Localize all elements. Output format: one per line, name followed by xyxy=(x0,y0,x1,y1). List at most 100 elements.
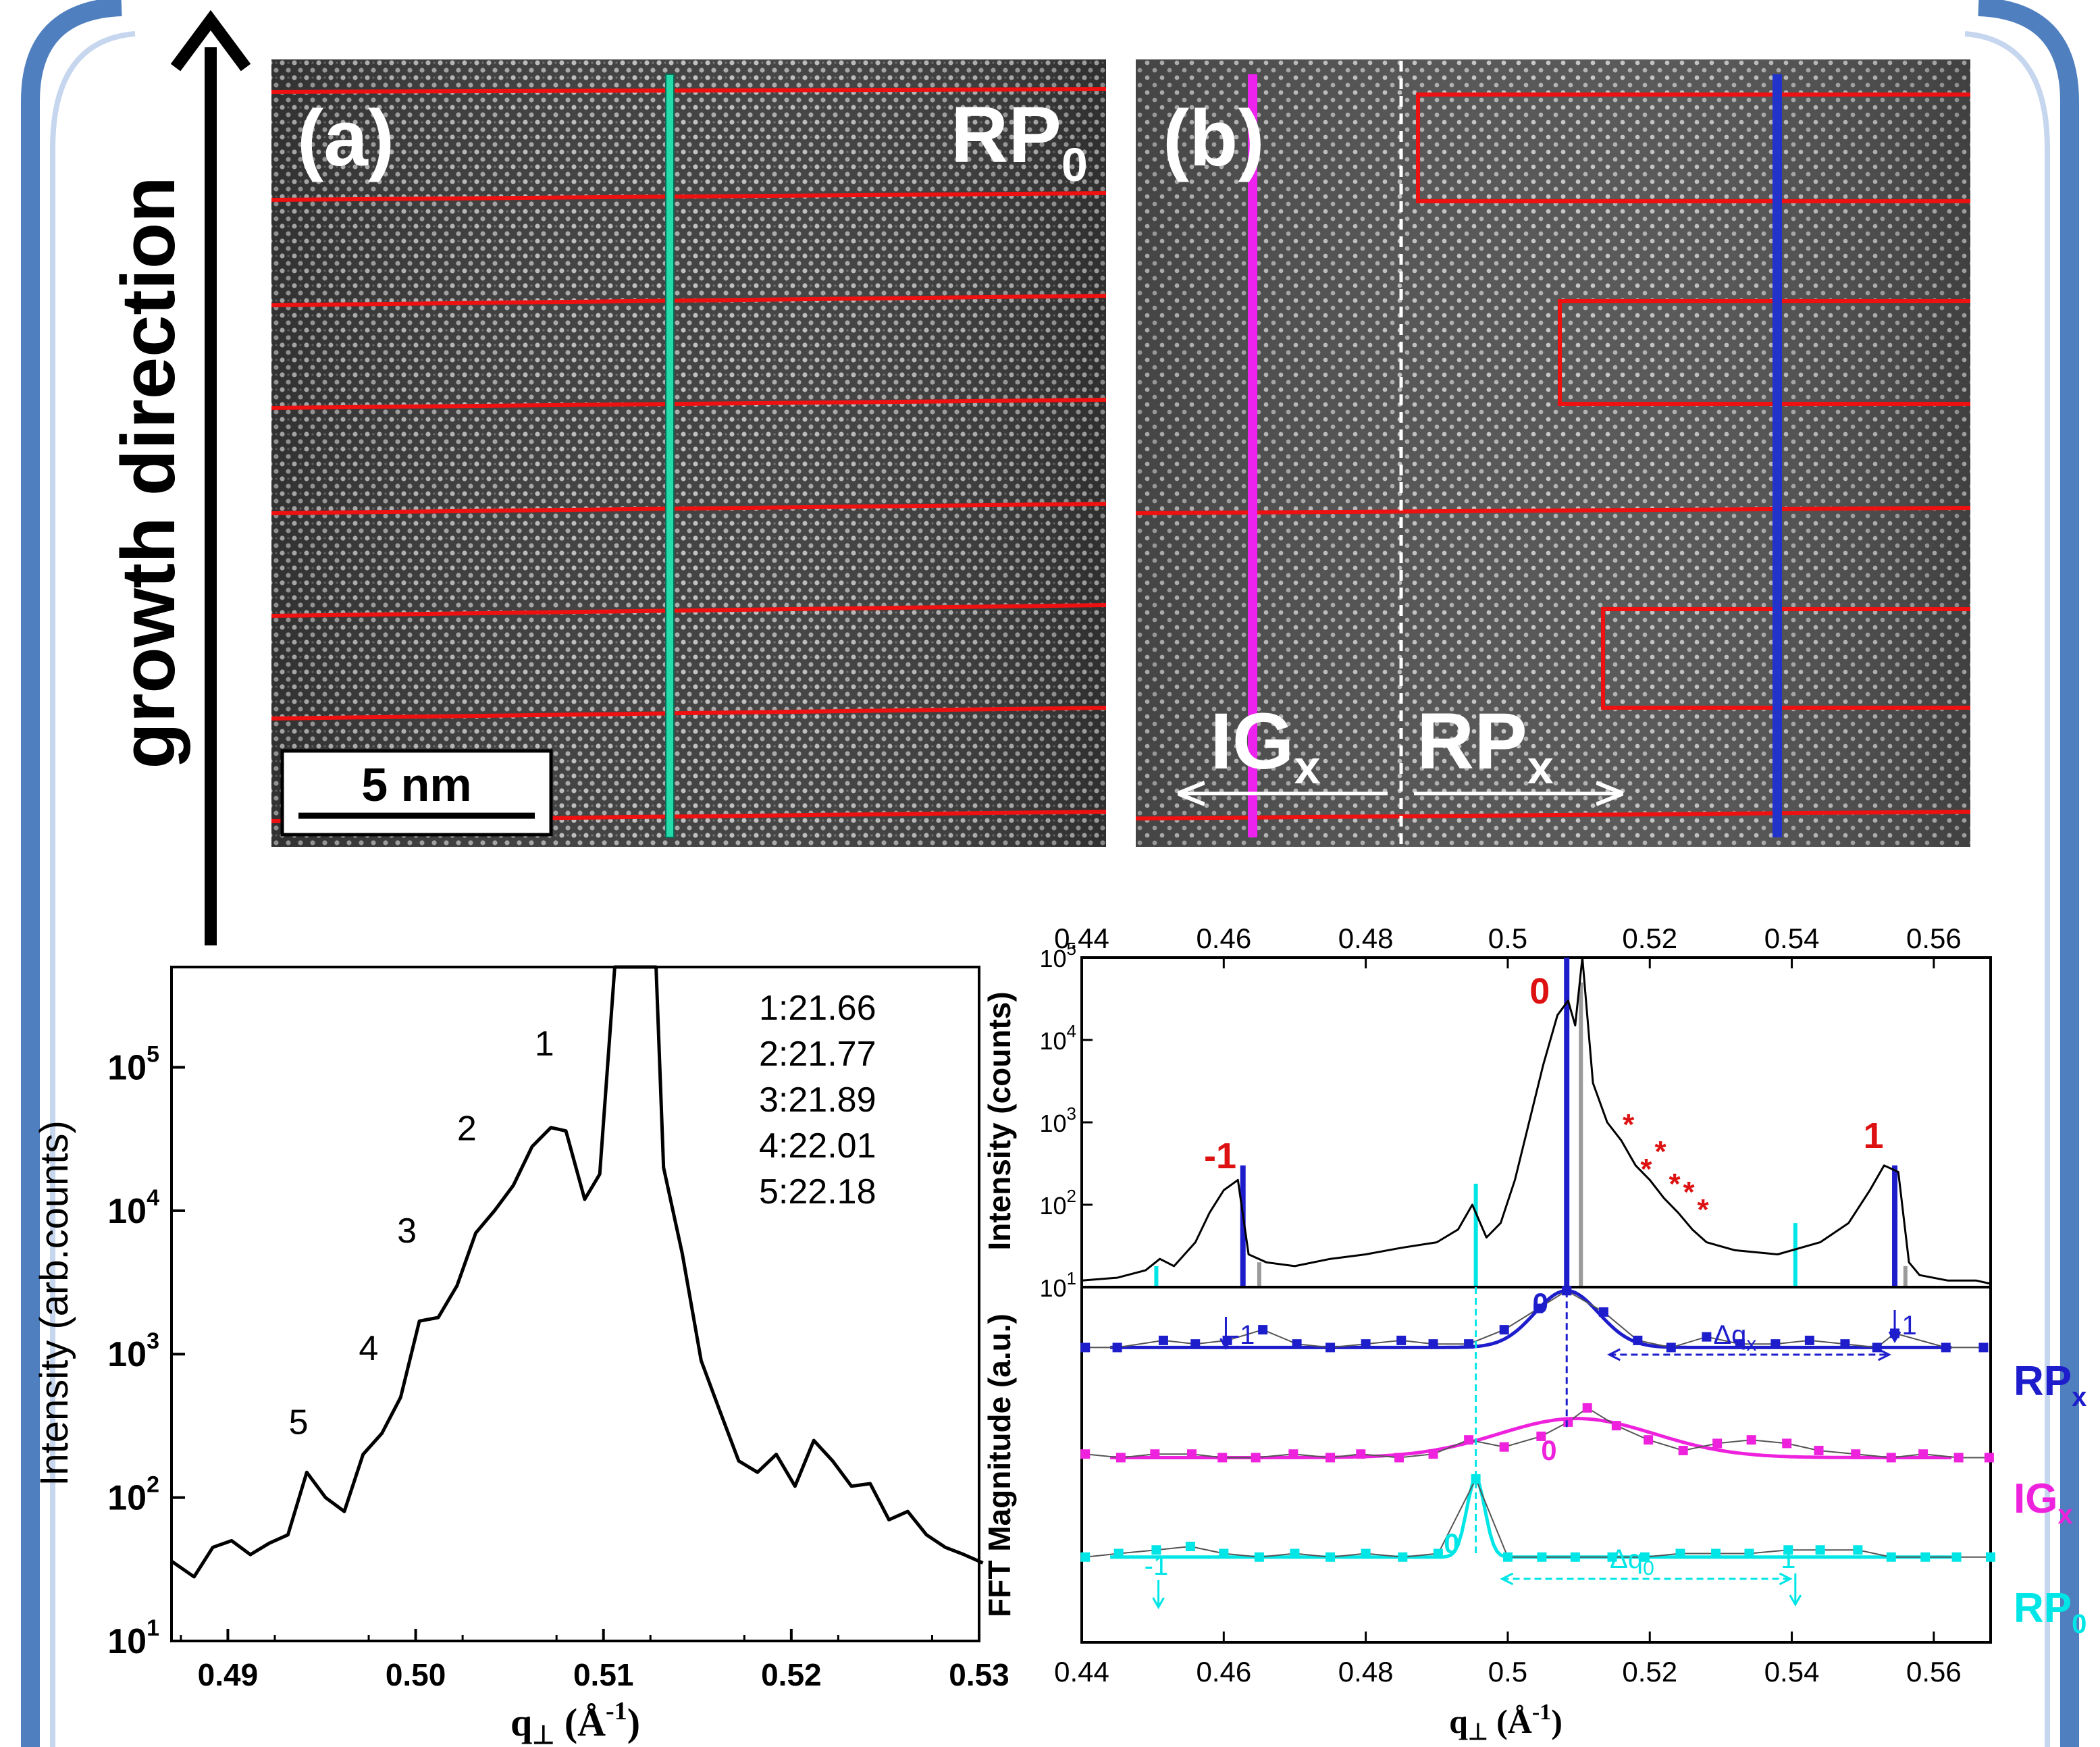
legend-entry-1: 1:21.66 xyxy=(759,989,876,1028)
xrd-superlattice-star: * xyxy=(1698,1193,1710,1226)
fft-data-point xyxy=(1499,1442,1509,1452)
fft-data-point xyxy=(1361,1339,1371,1349)
panel-a-phase: RP0 xyxy=(951,90,1088,191)
fft-data-point xyxy=(1744,1548,1754,1559)
delta-q0-label: Δq0 xyxy=(1610,1544,1654,1580)
fft-data-point xyxy=(1428,1339,1438,1349)
delta-qx-arrow-head xyxy=(1606,1348,1621,1361)
legend-entry-5: 5:22.18 xyxy=(759,1172,876,1211)
fft-x-tick-label: 0.46 xyxy=(1196,1656,1251,1688)
xrd-detail-y-tick-label: 103 xyxy=(107,1328,159,1374)
fft-data-point xyxy=(1394,1453,1405,1463)
fft-data-point xyxy=(1886,1453,1896,1463)
fft-data-point xyxy=(1814,1445,1824,1455)
panel-b-ig-profile-line xyxy=(1248,74,1257,837)
fft-data-point xyxy=(1712,1438,1723,1449)
xrd-detail-y-label: Intensity (arb.counts) xyxy=(32,1120,76,1486)
growth-direction-label: growth direction xyxy=(106,176,190,768)
fft-data-point xyxy=(1918,1449,1928,1459)
fringe-period-legend: 1:21.66 2:21.77 3:21.89 4:22.01 5:22.18 xyxy=(759,989,876,1211)
xrd-overview-data-line xyxy=(1081,956,1991,1285)
xrd-detail-y-tick-label: 102 xyxy=(107,1472,159,1518)
fringe-label-1: 1 xyxy=(535,1024,554,1064)
fft-data-point xyxy=(1186,1449,1197,1459)
fft-series-label-rpx: RPx xyxy=(2014,1358,2086,1412)
fft-data-point xyxy=(1536,1431,1546,1441)
rp0-plus1-arrow xyxy=(1789,1573,1802,1607)
fft-data-point xyxy=(1644,1435,1654,1445)
xrd-superlattice-star: * xyxy=(1669,1168,1681,1201)
fringe-label-2: 2 xyxy=(457,1110,477,1149)
xrd-overview-y-tick-label: 101 xyxy=(1039,1268,1076,1302)
xrd-overview-y-tick-label: 102 xyxy=(1039,1186,1076,1220)
fft-data-point xyxy=(1290,1548,1300,1559)
fft-data-point xyxy=(1113,1548,1124,1559)
fft-data-line xyxy=(1085,1407,1989,1459)
xrd-overview-y-tick-label: 105 xyxy=(1039,939,1076,972)
rp0-minus1-arrow xyxy=(1152,1580,1165,1610)
delta-q0-arrow-head xyxy=(1500,1572,1514,1586)
fft-series-label-rp0: RP0 xyxy=(2014,1585,2086,1639)
fft-data-point xyxy=(1598,1307,1608,1317)
fft-data-point xyxy=(1533,1303,1544,1313)
xrd-overview-x-tick-label: 0.54 xyxy=(1764,922,1820,954)
xrd-detail-x-tick-label: 0.50 xyxy=(386,1657,446,1692)
fft-data-point xyxy=(1735,1339,1745,1349)
fft-fit-curve xyxy=(1110,1288,1952,1349)
fft-x-tick-label: 0.44 xyxy=(1054,1656,1109,1688)
panel-a: (a) RP0 5 nm xyxy=(271,59,1107,847)
svg-text:5 nm: 5 nm xyxy=(361,758,471,811)
fft-data-point xyxy=(1941,1342,1951,1353)
xrd-overview-x-tick-label: 0.44 xyxy=(1054,922,1109,954)
fft-data-point xyxy=(1251,1453,1261,1463)
legend-entry-4: 4:22.01 xyxy=(759,1126,876,1166)
fringe-label-4: 4 xyxy=(359,1329,378,1368)
fft-x-tick-label: 0.5 xyxy=(1488,1656,1527,1688)
legend-entry-3: 3:21.89 xyxy=(759,1080,876,1120)
fft-data-point xyxy=(1666,1342,1676,1353)
fft-data-point xyxy=(1499,1325,1509,1335)
xrd-order-label: -1 xyxy=(1204,1136,1236,1176)
xrd-detail-chart: 0.49 0.50 0.51 0.52 0.53 101 102 103 104 105 1 2 3 4… xyxy=(32,965,1009,1747)
fft-data-point xyxy=(1978,1342,1989,1353)
igx-order-0: 0 xyxy=(1541,1434,1556,1466)
rpx-order-0: 0 xyxy=(1533,1287,1548,1319)
fft-data-point xyxy=(1951,1552,1962,1562)
fft-data-point xyxy=(1219,1548,1229,1559)
fft-data-point xyxy=(1815,1545,1825,1555)
xrd-overview-y-label: Intensity (counts) xyxy=(982,991,1017,1250)
xrd-superlattice-star: * xyxy=(1683,1176,1696,1209)
fft-data-point xyxy=(1711,1548,1721,1559)
fft-data-point xyxy=(1611,1421,1621,1431)
legend-entry-2: 2:21.77 xyxy=(759,1035,876,1074)
fft-data-point xyxy=(1537,1552,1547,1562)
xrd-detail-x-tick-label: 0.51 xyxy=(573,1657,634,1692)
fft-data-point xyxy=(1464,1339,1474,1349)
fft-data-point xyxy=(1080,1552,1091,1562)
fft-data-point xyxy=(1185,1541,1195,1551)
panel-b-label: (b) xyxy=(1163,94,1265,183)
xrd-superlattice-star: * xyxy=(1623,1108,1635,1141)
fft-data-point xyxy=(1639,1552,1650,1562)
fft-data-point xyxy=(1853,1545,1863,1555)
rpx-order-1: 1 xyxy=(1902,1311,1917,1340)
growth-direction-arrow xyxy=(170,9,251,945)
xrd-order-label: 0 xyxy=(1529,971,1550,1012)
fft-data-point xyxy=(1190,1339,1201,1349)
panel-a-label: (a) xyxy=(297,94,394,183)
xrd-detail-plot-frame xyxy=(170,966,980,1642)
fft-y-label: FFT Magnitude (a.u.) xyxy=(982,1313,1017,1617)
fft-data-point xyxy=(1675,1548,1685,1559)
fft-data-point xyxy=(1080,1449,1091,1459)
fft-data-point xyxy=(1428,1449,1438,1459)
panel-b-rp-profile-line xyxy=(1773,74,1782,837)
xrd-overview-chart: 0.44 0.46 0.48 0.5 0.52 0.54 0.56 101 102 103 104 1… xyxy=(982,922,1992,1302)
fft-data-point xyxy=(1258,1325,1268,1335)
fft-data-point xyxy=(1325,1552,1336,1562)
fft-data-point xyxy=(1158,1335,1168,1345)
fft-data-point xyxy=(1746,1435,1756,1445)
poster-frame-inner xyxy=(50,31,2050,1747)
xrd-superlattice-star: * xyxy=(1654,1135,1666,1168)
fft-x-tick-label: 0.48 xyxy=(1338,1656,1394,1688)
